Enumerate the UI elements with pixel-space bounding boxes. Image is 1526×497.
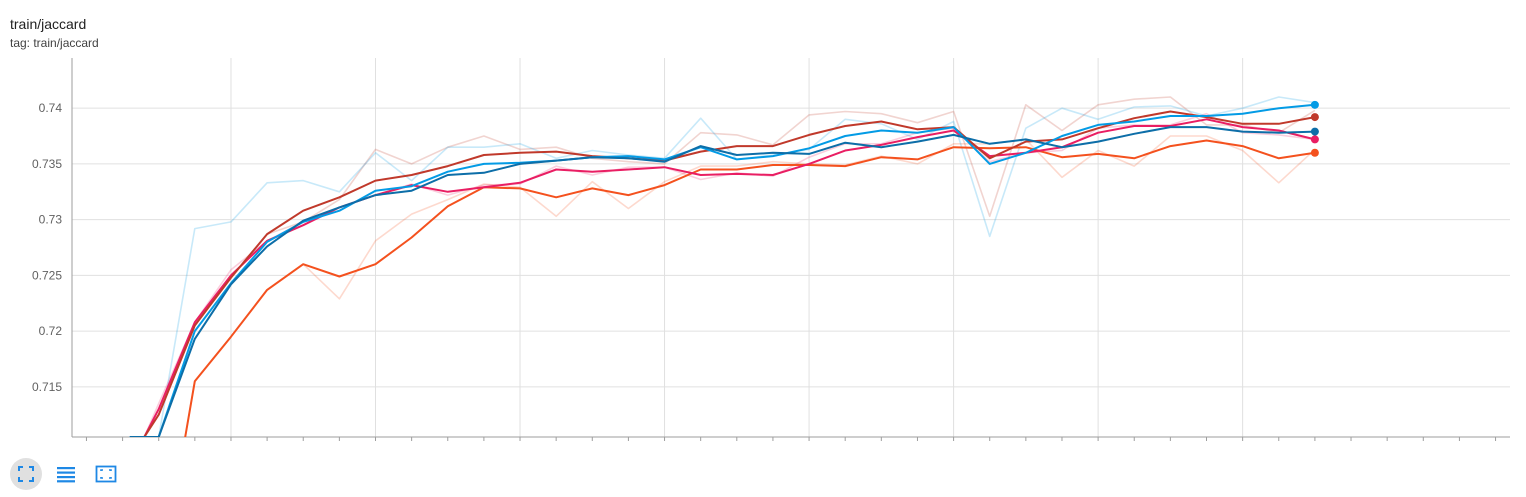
chart-axes <box>71 58 1510 441</box>
fullscreen-button[interactable] <box>10 458 42 490</box>
fit-domain-icon <box>95 465 117 483</box>
y-tick-label: 0.73 <box>39 213 63 227</box>
raw-series-line-0 <box>184 135 1316 437</box>
series-end-dot-2 <box>1310 113 1319 122</box>
legend-list-icon <box>57 467 75 483</box>
y-tick-label: 0.735 <box>32 157 62 171</box>
series-end-dot-0 <box>1310 148 1319 157</box>
y-tick-labels: 0.715 0.72 0.725 0.73 0.735 0.74 <box>32 101 62 394</box>
raw-series-line-3 <box>129 96 1316 437</box>
series-end-dot-3 <box>1310 100 1319 109</box>
smoothed-series-line-3[interactable] <box>129 103 1315 437</box>
chart-tag: tag: train/jaccard <box>10 36 99 50</box>
line-chart[interactable]: 2004006008001k1.2k1.4k1.6k 0.7150.720.72… <box>0 0 1526 445</box>
fullscreen-icon <box>18 466 34 482</box>
chart-title: train/jaccard <box>10 16 87 32</box>
y-tick-label: 0.74 <box>39 101 63 115</box>
y-tick-label: 0.725 <box>32 268 62 282</box>
chart-grid <box>72 58 1510 437</box>
series-end-dot-1 <box>1310 135 1319 144</box>
smoothed-series-line-1[interactable] <box>143 118 1316 437</box>
smoothed-series-line-2[interactable] <box>143 110 1316 438</box>
toggle-legend-button[interactable] <box>50 458 82 490</box>
smoothed-series-lines <box>129 103 1316 446</box>
raw-series-line-2 <box>143 96 1316 437</box>
chart-toolbar <box>10 458 122 490</box>
y-tick-label: 0.715 <box>32 380 62 394</box>
series-end-dot-4 <box>1310 127 1319 136</box>
smoothed-series-line-4[interactable] <box>129 126 1315 437</box>
fit-domain-button[interactable] <box>90 458 122 490</box>
y-tick-label: 0.72 <box>39 324 63 338</box>
series-end-dots <box>1310 100 1319 157</box>
smoothed-series-line-0[interactable] <box>180 139 1316 446</box>
